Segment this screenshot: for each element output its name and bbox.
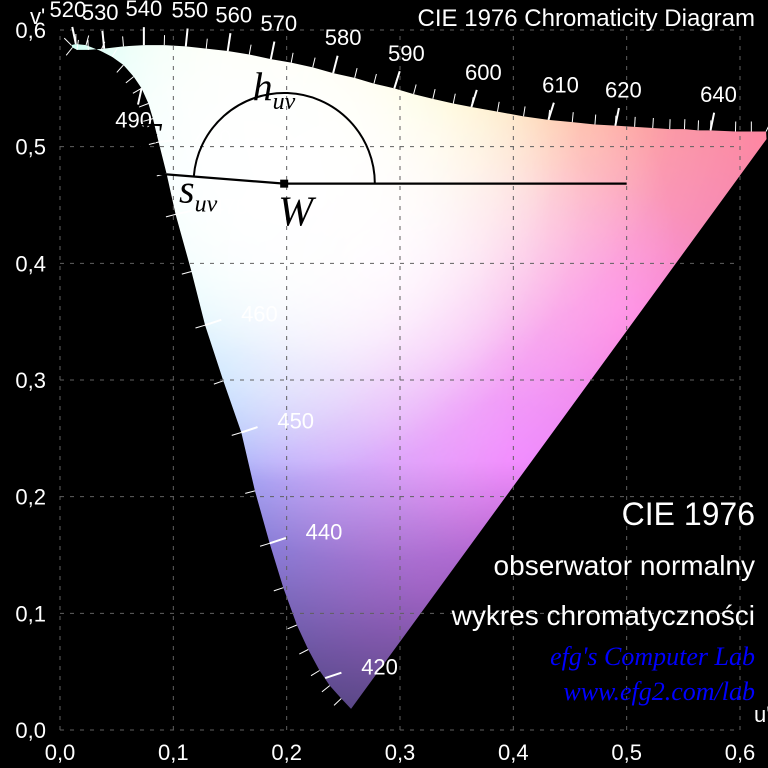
point-F (107, 166, 115, 174)
x-tick-label: 0,4 (498, 740, 529, 765)
credit-line-1: efg's Computer Lab (550, 642, 755, 671)
x-tick-label: 0,2 (271, 740, 302, 765)
wavelength-label: 480 (195, 125, 232, 150)
wavelength-label: 620 (605, 77, 642, 102)
wavelength-label: 570 (260, 11, 297, 36)
y-tick-label: 0,0 (15, 718, 46, 743)
wavelength-label: 560 (215, 2, 252, 27)
wavelength-label: 550 (171, 0, 208, 23)
wavelength-label: 450 (277, 409, 314, 434)
x-tick-label: 0,0 (45, 740, 76, 765)
wavelength-label: 580 (325, 25, 362, 50)
diagram-title: CIE 1976 Chromaticity Diagram (418, 5, 755, 32)
label-W: W (278, 190, 317, 236)
wavelength-label: 600 (465, 60, 502, 85)
wavelength-label: 460 (241, 301, 278, 326)
x-tick-label: 0,3 (385, 740, 416, 765)
chromaticity-diagram: 4204404504604704804905205305405505605705… (0, 0, 768, 768)
wavelength-label: 540 (126, 0, 163, 21)
wavelength-label: 640 (700, 82, 737, 107)
x-tick-label: 0,6 (725, 740, 756, 765)
caption-line-2: obserwator normalny (494, 550, 755, 581)
label-F: F (135, 116, 162, 162)
wavelength-label: 420 (361, 654, 398, 679)
wavelength-label: 520 (50, 0, 87, 22)
credit-line-2: www.efg2.com/lab (563, 677, 755, 706)
y-tick-label: 0,4 (15, 251, 46, 276)
x-axis-label: u' (754, 702, 768, 727)
y-tick-label: 0,1 (15, 601, 46, 626)
x-tick-label: 0,5 (611, 740, 642, 765)
y-tick-label: 0,3 (15, 368, 46, 393)
y-tick-label: 0,2 (15, 485, 46, 510)
caption-line-3: wykres chromatyczności (451, 600, 755, 631)
wavelength-label: 440 (306, 520, 343, 545)
wavelength-label: 530 (82, 0, 119, 25)
point-W (280, 180, 288, 188)
y-axis-label: v' (30, 4, 45, 29)
x-tick-label: 0,1 (158, 740, 189, 765)
caption-line-1: CIE 1976 (622, 496, 755, 532)
wavelength-label: 610 (542, 73, 579, 98)
wavelength-label: 590 (388, 41, 425, 66)
y-tick-label: 0,5 (15, 135, 46, 160)
